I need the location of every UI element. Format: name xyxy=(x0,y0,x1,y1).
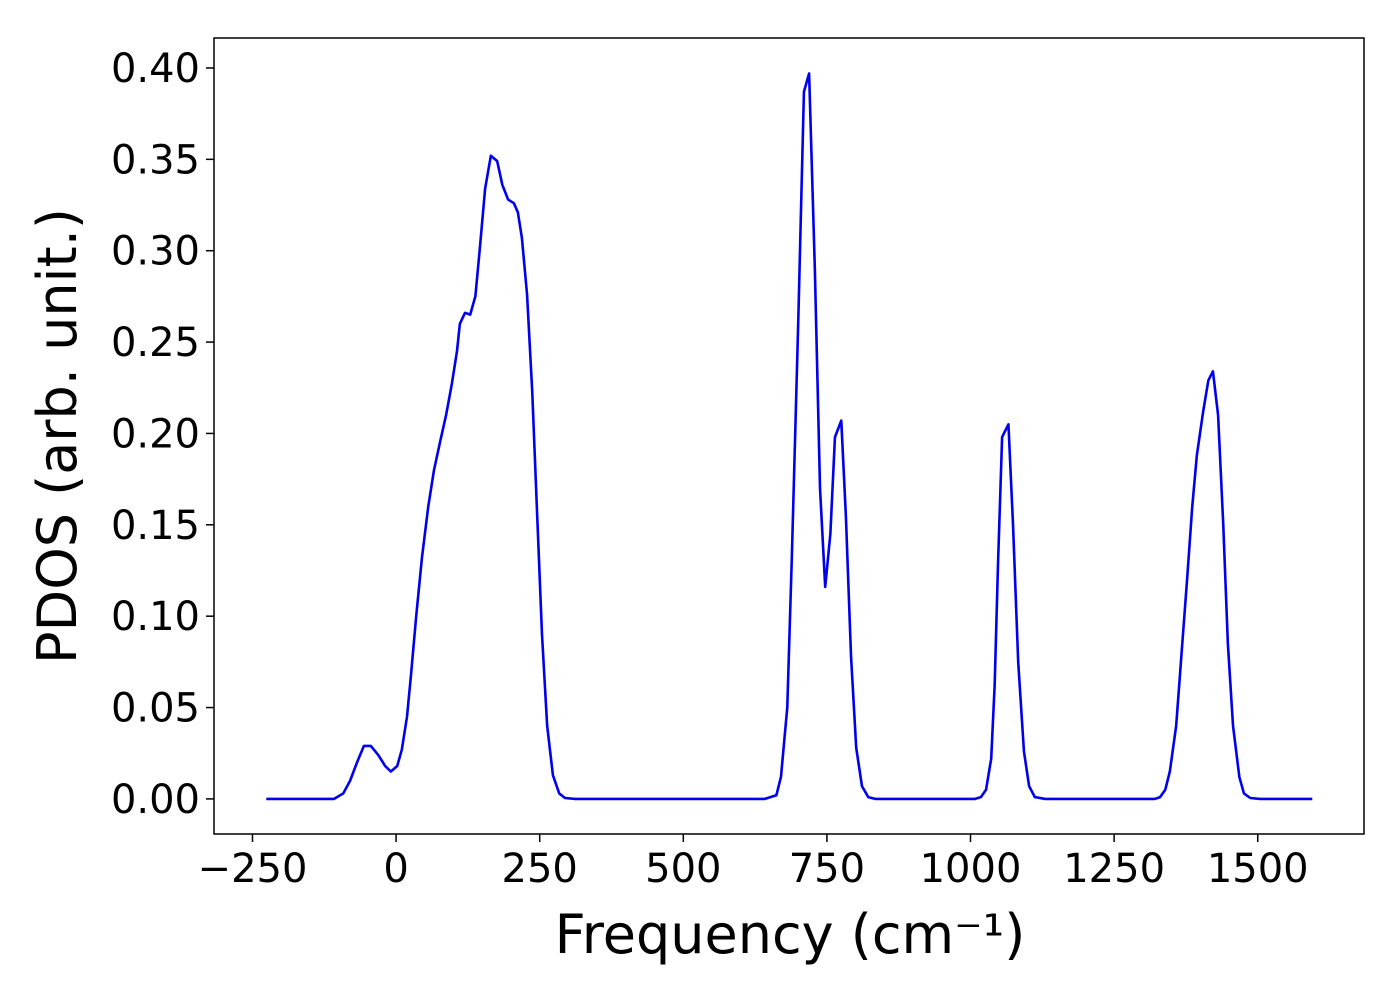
data-line xyxy=(266,72,1313,801)
x-tick-label: 0 xyxy=(383,846,408,892)
y-tick-label: 0.00 xyxy=(111,777,200,823)
y-axis-label: PDOS (arb. unit.) xyxy=(26,208,89,664)
y-tick-label: 0.10 xyxy=(111,594,200,640)
x-tick-label: 750 xyxy=(789,846,865,892)
y-tick-label: 0.35 xyxy=(111,137,200,183)
y-tick-label: 0.40 xyxy=(111,46,200,92)
y-tick-label: 0.20 xyxy=(111,411,200,457)
y-tick-label: 0.05 xyxy=(111,686,200,732)
x-tick-label: −250 xyxy=(198,846,308,892)
x-tick-label: 1250 xyxy=(1063,846,1165,892)
x-tick-label: 1500 xyxy=(1207,846,1309,892)
y-tick-label: 0.30 xyxy=(111,229,200,275)
x-tick-label: 500 xyxy=(645,846,721,892)
x-axis-label: Frequency (cm⁻¹) xyxy=(555,903,1026,966)
x-tick-label: 250 xyxy=(502,846,578,892)
y-tick-label: 0.15 xyxy=(111,503,200,549)
y-tick-label: 0.25 xyxy=(111,320,200,366)
plot-frame xyxy=(213,37,1365,835)
x-tick-label: 1000 xyxy=(920,846,1022,892)
